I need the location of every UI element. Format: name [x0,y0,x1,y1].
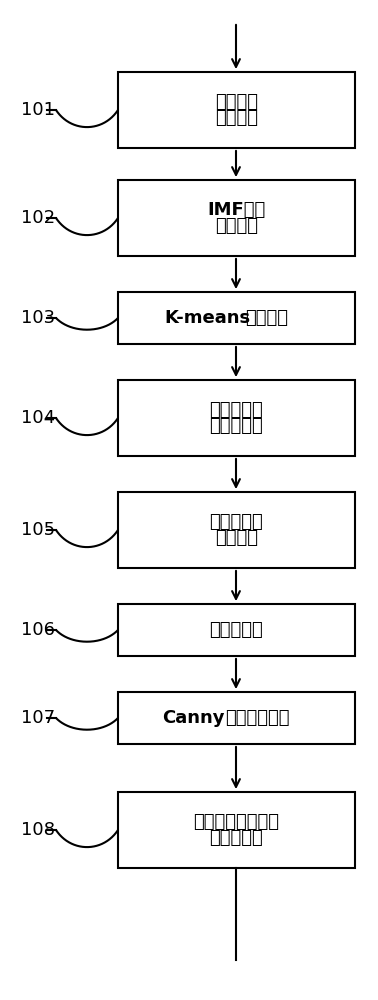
Text: 压力值提取: 压力值提取 [210,400,263,418]
Text: 算子边缘检测: 算子边缘检测 [226,709,290,727]
Text: 101: 101 [21,101,55,119]
Text: 双线性插值: 双线性插值 [210,512,263,530]
Text: 104: 104 [21,409,55,427]
Bar [118,604,355,656]
Text: 左右脚判别: 左右脚判别 [210,830,263,848]
Text: Canny: Canny [162,709,224,727]
Text: 形态学处理: 形态学处理 [210,621,263,639]
Bar [118,492,355,568]
Text: 脚印旋转: 脚印旋转 [215,530,258,548]
Bar [118,692,355,744]
Text: 数据采集: 数据采集 [215,109,258,127]
Text: 聚类分析: 聚类分析 [245,309,288,327]
Text: K-means: K-means [164,309,251,327]
Text: 数据去噪: 数据去噪 [215,218,258,235]
Text: 106: 106 [21,621,55,639]
Text: IMF算法: IMF算法 [208,200,266,219]
Bar [118,792,355,868]
Text: 103: 103 [21,309,55,327]
Text: 足底压力: 足底压力 [215,93,258,110]
Bar [118,380,355,456]
Bar [118,292,355,344]
Text: 107: 107 [21,709,55,727]
Text: 108: 108 [21,821,55,839]
Text: 105: 105 [21,521,55,539]
Bar [118,180,355,256]
Bar [118,72,355,148]
Text: 分析脚印轮廓曲线: 分析脚印轮廓曲线 [194,812,279,830]
Text: 102: 102 [21,209,55,227]
Text: 二值化处理: 二值化处理 [210,418,263,436]
